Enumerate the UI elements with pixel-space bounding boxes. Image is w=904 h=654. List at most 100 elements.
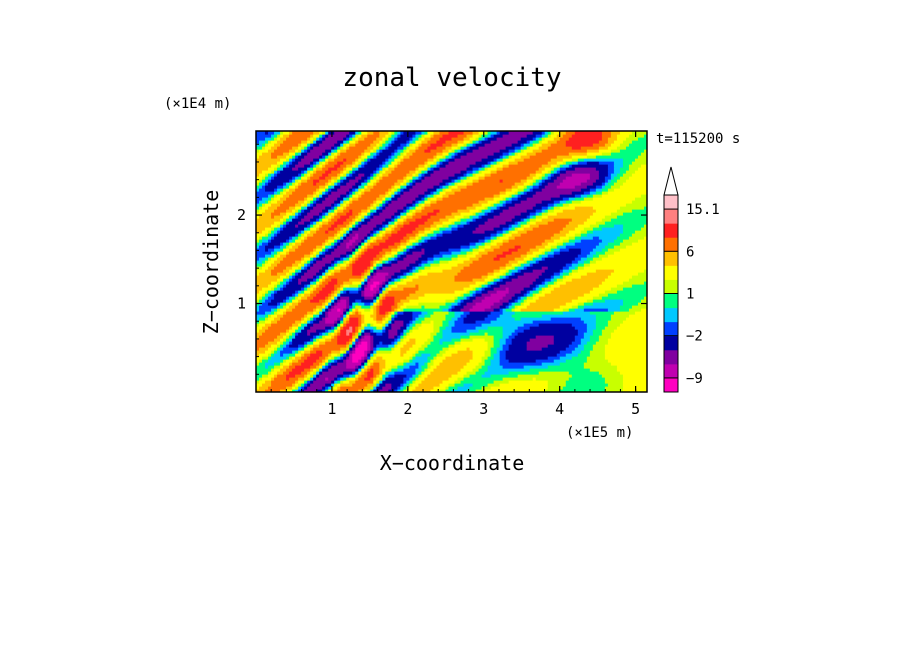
field-cell: [268, 314, 272, 318]
field-cell: [643, 269, 647, 273]
field-cell: [418, 233, 426, 237]
field-cell: [544, 257, 576, 261]
field-cell: [544, 179, 555, 183]
field-cell: [571, 350, 582, 354]
field-cell: [271, 233, 275, 237]
field-cell: [271, 290, 275, 294]
field-cell: [280, 350, 293, 354]
field-cell: [271, 380, 296, 384]
field-cell: [406, 173, 413, 177]
field-cell: [490, 245, 501, 249]
field-cell: [268, 266, 275, 270]
field-cell: [592, 329, 603, 333]
field-cell: [292, 308, 314, 312]
field-cell: [601, 185, 606, 189]
field-cell: [370, 287, 374, 291]
field-cell: [328, 215, 332, 219]
field-cell: [325, 263, 332, 267]
field-cell: [298, 236, 302, 240]
field-cell: [349, 356, 353, 360]
field-cell: [310, 209, 323, 213]
field-cell: [409, 326, 413, 330]
field-cell: [499, 284, 531, 288]
field-cell: [469, 359, 483, 363]
field-cell: [268, 257, 272, 261]
field-cell: [259, 359, 263, 363]
field-cell: [598, 149, 612, 153]
field-cell: [406, 212, 413, 216]
field-cell: [349, 239, 356, 243]
field-cell: [553, 308, 564, 312]
field-cell: [268, 179, 272, 183]
field-cell: [343, 161, 353, 165]
field-cell: [337, 212, 347, 216]
field-cell: [427, 164, 432, 168]
field-cell: [616, 134, 630, 138]
field-cell: [598, 140, 609, 144]
field-cell: [298, 359, 305, 363]
field-cell: [316, 218, 320, 222]
field-cell: [571, 341, 582, 345]
field-cell: [514, 245, 522, 249]
field-cell: [433, 221, 444, 225]
field-cell: [427, 170, 435, 174]
field-cell: [271, 287, 275, 291]
field-cell: [316, 167, 323, 171]
field-cell: [409, 245, 413, 249]
field-cell: [358, 185, 362, 189]
field-cell: [547, 284, 552, 288]
field-cell: [427, 212, 438, 216]
field-cell: [511, 185, 519, 189]
field-cell: [277, 302, 281, 306]
field-cell: [412, 314, 420, 318]
field-cell: [505, 272, 510, 276]
field-cell: [541, 251, 546, 255]
field-cell: [340, 164, 347, 168]
field-cell: [286, 329, 290, 333]
field-cell: [370, 212, 374, 216]
field-cell: [274, 266, 287, 270]
field-cell: [367, 362, 371, 366]
field-cell: [376, 299, 380, 303]
field-cell: [439, 251, 453, 255]
field-cell: [463, 305, 474, 309]
field-cell: [289, 245, 293, 249]
field-cell: [439, 137, 453, 141]
field-cell: [424, 251, 441, 255]
field-cell: [259, 140, 266, 144]
field-cell: [259, 320, 266, 324]
field-cell: [544, 173, 549, 177]
field-cell: [433, 194, 438, 198]
field-cell: [577, 305, 585, 309]
field-cell: [298, 389, 302, 392]
field-cell: [286, 377, 290, 381]
field-cell: [442, 329, 453, 333]
field-cell: [256, 323, 260, 327]
field-cell: [391, 248, 398, 252]
field-cell: [496, 236, 501, 240]
field-cell: [319, 341, 326, 345]
field-cell: [298, 344, 305, 348]
field-cell: [331, 326, 335, 330]
field-cell: [352, 188, 356, 192]
field-cell: [328, 305, 332, 309]
field-cell: [304, 380, 308, 384]
field-cell: [424, 230, 432, 234]
field-cell: [613, 167, 621, 171]
field-cell: [586, 272, 612, 276]
field-cell: [520, 263, 525, 267]
field-cell: [322, 137, 326, 141]
field-cell: [361, 155, 368, 159]
field-cell: [373, 146, 377, 150]
field-cell: [598, 335, 612, 339]
field-cell: [361, 317, 365, 321]
field-cell: [607, 323, 621, 327]
field-cell: [337, 230, 341, 234]
field-cell: [607, 182, 615, 186]
field-cell: [334, 320, 338, 324]
field-cell: [328, 389, 332, 392]
field-cell: [361, 335, 365, 339]
field-cell: [346, 173, 350, 177]
field-cell: [268, 353, 272, 357]
field-cell: [547, 203, 555, 207]
